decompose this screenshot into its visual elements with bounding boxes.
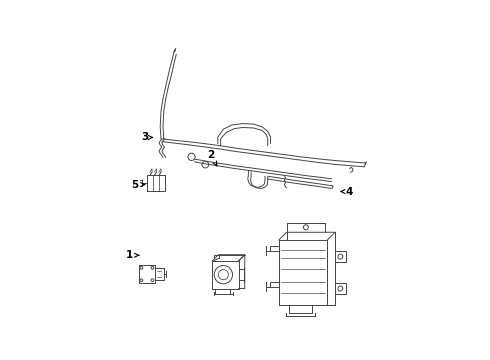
Text: 4: 4 bbox=[341, 186, 352, 197]
Text: 3: 3 bbox=[142, 132, 152, 143]
Text: 1: 1 bbox=[126, 250, 139, 260]
Text: 2: 2 bbox=[207, 150, 217, 166]
Text: 5: 5 bbox=[132, 180, 145, 190]
